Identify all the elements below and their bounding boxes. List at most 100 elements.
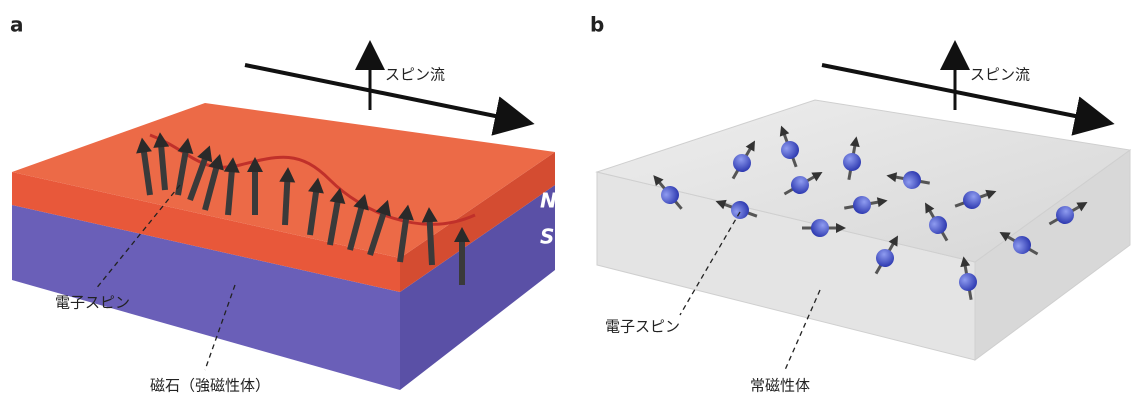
arrow-head: [375, 199, 391, 217]
arrow-shaft: [202, 165, 220, 211]
spin-arrow: [187, 145, 213, 202]
arrow-head: [247, 157, 263, 172]
spin: [1048, 202, 1088, 226]
spin-arrow: [347, 193, 369, 251]
arrow-head: [353, 193, 369, 211]
arrow-shaft: [307, 190, 320, 236]
spin: [954, 189, 997, 209]
leader: [204, 284, 236, 371]
spin: [843, 136, 861, 180]
electron: [781, 141, 799, 159]
spin-head: [1076, 202, 1088, 212]
material-label: 常磁性体: [750, 377, 810, 395]
spin-arrow: [175, 137, 194, 196]
spin-arrow: [421, 207, 438, 266]
arrow-shaft: [397, 217, 410, 263]
spins: [136, 132, 470, 285]
electron: [733, 154, 751, 172]
spin-head: [653, 175, 664, 186]
spin: [802, 219, 846, 237]
pole-n: N: [540, 189, 557, 213]
panel-a: a N S スピン流 電子スピン 磁石（強磁性体）: [10, 13, 557, 395]
arrow-shaft: [282, 179, 291, 226]
spin-head: [779, 125, 790, 137]
electron: [903, 171, 921, 189]
spin-arrow: [153, 132, 170, 191]
electron: [929, 216, 947, 234]
arrow-head: [177, 137, 194, 155]
spin-head: [745, 140, 755, 152]
spin-arrow: [397, 204, 414, 263]
spin-arrow: [327, 187, 346, 246]
arrow-head: [308, 177, 324, 194]
spin-arrow: [223, 157, 240, 216]
leader: [784, 289, 821, 371]
arrow-shaft: [327, 200, 341, 246]
electron: [811, 219, 829, 237]
panel-label: b: [590, 13, 604, 37]
arrow-shaft: [347, 205, 365, 251]
spin-current-label: スピン流: [970, 66, 1030, 84]
arrow-shaft: [140, 150, 153, 196]
arrow-shaft: [158, 144, 168, 191]
spin-head: [960, 256, 971, 268]
panel-label: a: [10, 13, 24, 37]
arrow-head: [197, 145, 213, 163]
electron: [731, 201, 749, 219]
spin: [653, 175, 683, 210]
spin-arrow: [202, 153, 224, 211]
spin: [715, 199, 758, 219]
arrow-head: [208, 153, 224, 171]
electron: [876, 249, 894, 267]
spin: [844, 196, 888, 214]
electron-spin-label: 電子スピン: [55, 294, 130, 312]
material-label: 磁石（強磁性体）: [150, 377, 270, 395]
spin-arrow: [279, 167, 296, 226]
spin-current-label: スピン流: [385, 66, 445, 84]
electron: [853, 196, 871, 214]
panel-b: b スピン流 電子スピン 常磁性体: [590, 13, 1132, 395]
spin-head: [876, 197, 888, 208]
spin: [999, 232, 1039, 256]
spins: [653, 125, 1088, 300]
slab-side-n: [400, 152, 555, 292]
spin-current-arrow: [821, 63, 1115, 136]
arrow-head: [223, 157, 240, 173]
spin-head: [985, 189, 997, 200]
spin-head: [836, 223, 846, 233]
slab-front-n: [12, 172, 400, 292]
electron: [959, 273, 977, 291]
arrow-shaft: [225, 169, 235, 216]
arrow-shaft: [426, 219, 435, 266]
electron: [661, 186, 679, 204]
arrow-head: [421, 207, 438, 223]
arrow-head: [136, 137, 152, 154]
spin-head: [715, 199, 727, 210]
spin: [925, 202, 949, 242]
slab-front-s: [12, 205, 400, 390]
arrow-head: [398, 204, 414, 221]
arrow-shaft: [367, 211, 387, 256]
spin-head: [925, 202, 935, 214]
box-top: [595, 99, 1132, 263]
arrow-shaft: [187, 156, 209, 202]
arrow-shaft: [459, 240, 465, 285]
spin: [731, 140, 755, 180]
arrow-head: [454, 227, 470, 242]
pole-s: S: [540, 225, 554, 249]
electron: [843, 153, 861, 171]
spin: [959, 256, 977, 300]
spin-arrow: [136, 137, 153, 196]
spin-head: [888, 235, 898, 247]
arrow-head: [329, 187, 346, 205]
spin-head: [811, 172, 823, 182]
spin-arrow: [307, 177, 324, 236]
arrow-head: [153, 132, 170, 148]
leader: [679, 211, 741, 316]
spin-arrow: [247, 157, 263, 215]
spin-head: [849, 136, 860, 148]
arrow-shaft: [252, 170, 258, 215]
electron: [1056, 206, 1074, 224]
spin: [783, 172, 823, 196]
